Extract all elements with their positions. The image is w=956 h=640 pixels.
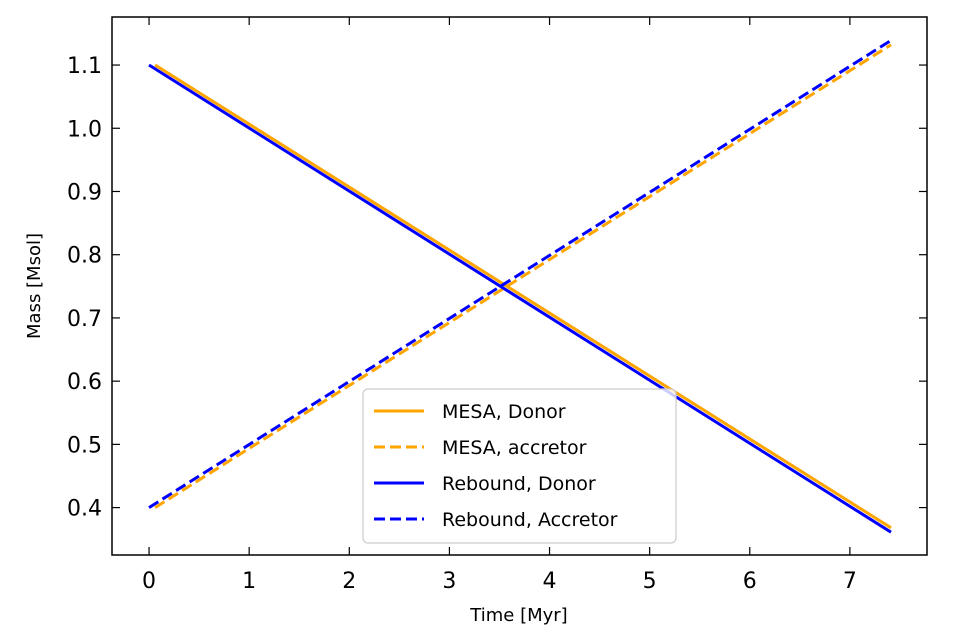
x-tick-label: 3 (442, 569, 456, 594)
y-tick-label: 1.1 (67, 54, 102, 79)
legend: MESA, Donor MESA, accretor Rebound, Donor R… (362, 388, 677, 544)
series-line (154, 43, 892, 509)
legend-label: MESA, Donor (442, 401, 566, 423)
legend-items: MESA, Donor MESA, accretor Rebound, Donor R… (374, 401, 618, 531)
y-tick-label: 0.7 (67, 307, 102, 332)
x-tick-label: 1 (242, 569, 256, 594)
legend-box (362, 388, 677, 544)
series-lines (148, 39, 892, 534)
x-tick-label: 6 (743, 569, 757, 594)
series-line (154, 63, 892, 530)
y-tick-label: 0.8 (67, 244, 102, 269)
x-tick-label: 4 (543, 569, 557, 594)
y-axis-label: Mass [Msol] (24, 233, 45, 339)
x-tick-label: 0 (142, 569, 156, 594)
legend-label: Rebound, Accretor (442, 509, 618, 531)
axis-ticks: 0 1 2 3 4 5 6 7 0.4 0.5 0.6 0.7 0.8 0.9 1.0 1.1 (67, 17, 927, 594)
x-axis-label: Time [Myr] (469, 605, 567, 626)
y-tick-label: 0.5 (67, 433, 102, 458)
legend-label: Rebound, Donor (442, 473, 596, 495)
plot-frame (111, 16, 928, 556)
legend-label: MESA, accretor (442, 437, 587, 459)
series-line (148, 63, 892, 534)
x-tick-label: 2 (342, 569, 356, 594)
x-tick-label: 7 (843, 569, 857, 594)
x-tick-label: 5 (643, 569, 657, 594)
y-tick-label: 0.4 (67, 497, 102, 522)
series-line (148, 39, 892, 509)
y-tick-label: 0.9 (67, 180, 102, 205)
y-tick-label: 1.0 (67, 117, 102, 142)
y-tick-label: 0.6 (67, 370, 102, 395)
